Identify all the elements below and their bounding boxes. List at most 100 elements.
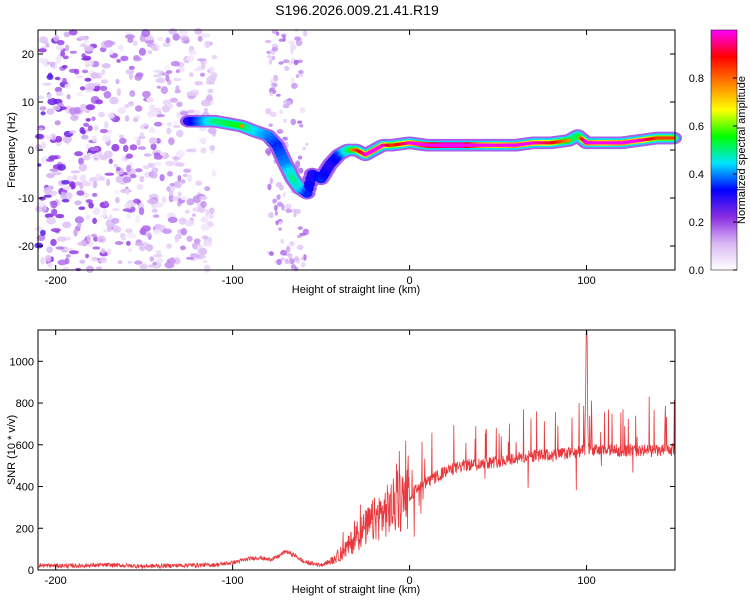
spectrogram-noise-cell xyxy=(161,105,171,113)
spectrogram-noise-cell xyxy=(147,50,153,55)
spectrogram-noise-cell xyxy=(176,101,183,108)
spectrogram-noise-cell xyxy=(268,123,273,127)
spectrogram-noise-cell xyxy=(124,34,135,40)
spectrogram-noise-cell xyxy=(180,228,187,236)
spectrogram-noise-cell xyxy=(91,256,99,262)
spectrogram-noise-cell xyxy=(64,83,71,89)
spectrogram-noise-cell xyxy=(283,99,289,106)
spectrogram-noise-cell xyxy=(285,260,292,264)
spectrogram-noise-cell xyxy=(98,176,106,181)
spectrogram-noise-cell xyxy=(49,168,59,172)
spectrogram-noise-cell xyxy=(133,40,138,46)
spectrogram-noise-cell xyxy=(288,252,293,260)
spectrogram-noise-cell xyxy=(85,63,90,68)
spectrogram-noise-cell xyxy=(92,246,101,250)
spectrogram-noise-cell xyxy=(186,55,195,62)
spectrogram-noise-cell xyxy=(115,196,120,204)
spectrogram-noise-cell xyxy=(149,171,158,179)
spectrogram-noise-cell xyxy=(48,155,59,160)
spectrogram-noise-cell xyxy=(159,174,165,182)
spectrogram-noise-cell xyxy=(91,233,97,238)
spectrogram-noise-cell xyxy=(90,72,99,79)
spectrogram-noise-cell xyxy=(152,214,160,218)
spectrogram-noise-cell xyxy=(282,136,288,141)
spectrogram-noise-cell xyxy=(53,34,60,42)
spectrogram-noise-cell xyxy=(290,118,297,126)
spectrogram-noise-cell xyxy=(298,69,304,75)
spectrogram-x-tick-label: 100 xyxy=(577,275,595,287)
spectrogram-noise-cell xyxy=(200,61,206,70)
spectrogram-noise-cell xyxy=(116,59,121,63)
spectrogram-noise-cell xyxy=(81,69,89,74)
spectrogram-noise-cell xyxy=(203,107,208,113)
spectrogram-noise-cell xyxy=(270,78,275,84)
spectrogram-noise-cell xyxy=(119,134,124,139)
spectrogram-noise-cell xyxy=(68,29,78,36)
spectrogram-x-tick-label: -100 xyxy=(222,275,244,287)
spectrogram-noise-cell xyxy=(153,74,161,78)
spectrogram-noise-cell xyxy=(135,72,144,78)
spectrogram-ridge-cell xyxy=(304,185,312,192)
spectrogram-noise-cell xyxy=(138,47,146,56)
spectrogram-noise-cell xyxy=(86,234,91,243)
spectrogram-noise-cell xyxy=(81,134,89,140)
spectrogram-noise-cell xyxy=(184,40,189,44)
spectrogram-noise-cell xyxy=(285,245,291,253)
spectrogram-noise-cell xyxy=(91,135,97,143)
spectrogram-noise-cell xyxy=(293,213,297,218)
spectrogram-noise-cell xyxy=(276,258,282,266)
spectrogram-noise-cell xyxy=(104,40,114,48)
spectrogram-noise-cell xyxy=(93,124,99,132)
spectrogram-noise-cell xyxy=(149,256,155,262)
spectrogram-noise-cell xyxy=(276,194,281,201)
spectrogram-noise-cell xyxy=(267,183,272,191)
spectrogram-noise-cell xyxy=(47,262,53,268)
spectrogram-noise-cell xyxy=(199,72,206,77)
spectrogram-noise-cell xyxy=(169,183,175,187)
spectrogram-noise-cell xyxy=(62,77,67,85)
spectrogram-noise-cell xyxy=(169,184,176,193)
spectrogram-noise-cell xyxy=(107,129,112,135)
spectrogram-noise-cell xyxy=(45,255,52,262)
spectrogram-noise-cell xyxy=(208,213,214,219)
spectrogram-noise-cell xyxy=(174,234,180,243)
spectrogram-noise-cell xyxy=(88,202,94,209)
spectrogram-noise-cell xyxy=(79,174,87,183)
spectrogram-noise-cell xyxy=(85,144,90,149)
spectrogram-noise-cell xyxy=(150,45,158,50)
spectrogram-noise-cell xyxy=(297,234,302,239)
spectrogram-noise-cell xyxy=(129,90,136,97)
spectrogram-noise-cell xyxy=(114,190,120,195)
spectrogram-noise-cell xyxy=(35,205,43,213)
spectrogram-noise-cell xyxy=(40,257,45,265)
spectrogram-y-tick-label: 10 xyxy=(22,97,34,109)
spectrogram-noise-cell xyxy=(57,259,68,266)
spectrogram-noise-cell xyxy=(138,207,145,216)
spectrogram-noise-cell xyxy=(84,45,94,52)
spectrogram-noise-cell xyxy=(98,111,105,118)
spectrogram-noise-cell xyxy=(208,66,215,73)
spectrogram-noise-cell xyxy=(46,216,57,225)
spectrogram-noise-cell xyxy=(198,247,208,256)
spectrogram-noise-cell xyxy=(172,33,180,41)
spectrogram-noise-cell xyxy=(92,217,97,224)
spectrogram-noise-cell xyxy=(35,133,44,140)
spectrogram-noise-cell xyxy=(165,160,175,167)
spectrogram-noise-cell xyxy=(191,92,199,96)
spectrogram-noise-cell xyxy=(268,212,274,219)
spectrogram-noise-cell xyxy=(95,266,103,270)
spectrogram-noise-cell xyxy=(150,143,157,151)
spectrogram-noise-cell xyxy=(133,55,140,61)
spectrogram-noise-cell xyxy=(109,96,119,105)
spectrogram-noise-cell xyxy=(299,107,306,114)
spectrogram-noise-cell xyxy=(177,191,182,197)
spectrogram-noise-cell xyxy=(177,175,182,182)
spectrogram-noise-cell xyxy=(204,40,211,49)
snr-x-tick-label: 100 xyxy=(577,575,595,587)
spectrogram-noise-cell xyxy=(76,190,85,196)
spectrogram-noise-cell xyxy=(297,120,303,124)
spectrogram-noise-cell xyxy=(119,233,126,239)
spectrogram-noise-cell xyxy=(56,91,63,97)
spectrogram-noise-cell xyxy=(210,72,218,79)
spectrogram-noise-cell xyxy=(141,123,147,127)
